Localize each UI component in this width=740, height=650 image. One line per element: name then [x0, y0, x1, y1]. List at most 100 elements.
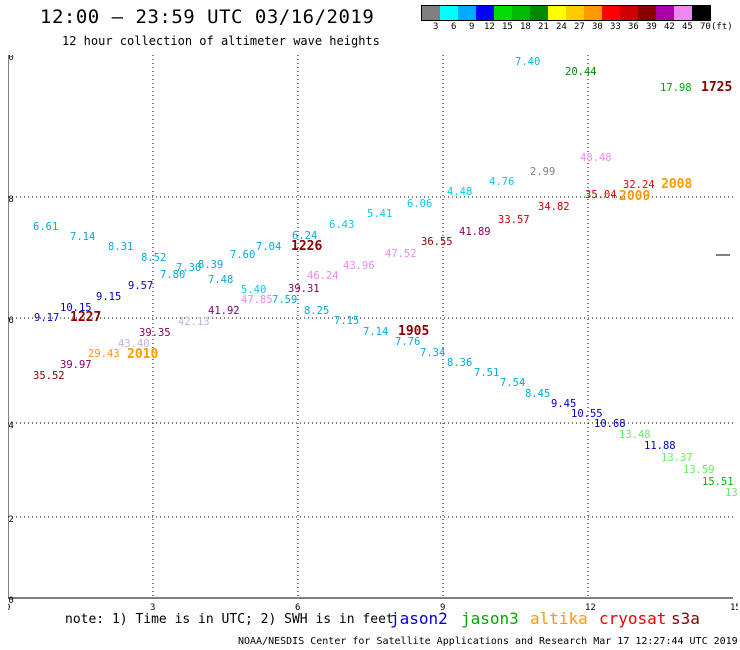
x-tick-label-15: 15	[730, 603, 738, 610]
wave-height-value: 13.59	[683, 464, 715, 476]
wave-height-value: 36.55	[421, 236, 453, 248]
orbit-time-label: 2009	[619, 189, 650, 204]
legend-label-70: 70	[700, 22, 711, 32]
wave-height-value: 41.92	[208, 305, 240, 317]
wave-height-value: 8.25	[304, 305, 329, 317]
wave-height-value: 6.43	[329, 219, 354, 231]
orbit-time-label: 1725	[701, 80, 732, 95]
legend-unit: (ft)	[711, 22, 733, 32]
wave-height-value: 39.35	[139, 327, 171, 339]
orbit-time-label: 2008	[661, 177, 692, 192]
wave-height-value: 7.60	[230, 249, 255, 261]
wave-height-value: 13.	[725, 487, 738, 499]
wave-height-value: 29.43	[88, 348, 120, 360]
wave-height-value: 39.31	[288, 283, 320, 295]
wave-height-value: 9.15	[96, 291, 121, 303]
wave-height-value: 4.76	[489, 176, 514, 188]
wave-height-value: 7.59	[272, 294, 297, 306]
x-tick-label-0: 0	[8, 603, 10, 610]
credit-line: NOAA/NESDIS Center for Satellite Applica…	[238, 636, 738, 647]
legend-label-9: 9	[469, 22, 475, 32]
wave-height-value: 7.51	[474, 367, 499, 379]
wave-height-map: 80 78 76 74 72 700 3 6 9 12 15 7.40 20.44 17.98 1725 48…	[8, 55, 738, 610]
legend-swatch-33	[602, 6, 620, 20]
wave-height-value: 47.52	[385, 248, 417, 260]
legend-swatch-9	[458, 6, 476, 20]
satellite-label-cryosat: cryosat	[599, 609, 667, 628]
satellite-label-s3a: s3a	[671, 609, 700, 628]
legend-swatch-42	[656, 6, 674, 20]
legend-swatch-45	[674, 6, 692, 20]
wave-height-value: 9.57	[128, 280, 153, 292]
wave-height-value: 7.54	[500, 377, 525, 389]
wave-height-value: 6.24	[292, 230, 317, 242]
legend-label-33: 33	[610, 22, 621, 32]
legend-label-12: 12	[484, 22, 495, 32]
x-tick-label-12: 12	[585, 603, 596, 610]
legend-swatch-3	[422, 6, 440, 20]
legend-swatch-15	[494, 6, 512, 20]
legend-swatch-6	[440, 6, 458, 20]
wave-height-value: 7.48	[208, 274, 233, 286]
wave-height-value: 4.48	[447, 186, 472, 198]
wave-height-value: 6.06	[407, 198, 432, 210]
wave-height-value: 7.80	[160, 269, 185, 281]
wave-height-value: 7.30	[176, 262, 201, 274]
wave-height-value: 5.41	[367, 208, 392, 220]
footer-note: note: 1) Time is in UTC; 2) SWH is in fe…	[65, 612, 394, 627]
legend-label-3: 3	[433, 22, 439, 32]
wave-height-value: 7.76	[395, 336, 420, 348]
wave-height-value: 9.17	[34, 312, 59, 324]
wave-height-value: 35.04	[585, 189, 617, 201]
wave-height-value: 48.48	[580, 152, 612, 164]
wave-height-value: 46.24	[307, 270, 339, 282]
legend-label-39: 39	[646, 22, 657, 32]
wave-height-value: 47.85	[241, 294, 273, 306]
wave-height-value: 35.52	[33, 370, 65, 382]
wave-height-value: 41.89	[459, 226, 491, 238]
wave-height-value: 34.82	[538, 201, 570, 213]
wave-height-value: 2.99	[530, 166, 555, 178]
wave-height-value: 7.14	[363, 326, 388, 338]
legend-label-6: 6	[451, 22, 457, 32]
wave-height-value: 8.36	[447, 357, 472, 369]
wave-height-value: 11.88	[644, 440, 676, 452]
wave-height-value: 6.61	[33, 221, 58, 233]
legend-label-24: 24	[556, 22, 567, 32]
wave-height-value: 7.34	[420, 347, 445, 359]
legend-label-15: 15	[502, 22, 513, 32]
legend-swatch-39	[638, 6, 656, 20]
wave-height-value: 10.15	[60, 302, 92, 314]
wave-height-value: 8.52	[141, 252, 166, 264]
map-subtitle: 12 hour collection of altimeter wave hei…	[62, 34, 380, 48]
orbit-time-label: 1905	[398, 324, 429, 339]
wave-height-value: 8.45	[525, 388, 550, 400]
color-legend	[421, 5, 711, 21]
y-tick-label-78: 78	[8, 195, 14, 205]
wave-height-value: 17.98	[660, 82, 692, 94]
legend-label-21: 21	[538, 22, 549, 32]
legend-swatch-12	[476, 6, 494, 20]
wave-height-value: 43.96	[343, 260, 375, 272]
wave-height-value: 42.13	[178, 316, 210, 328]
wave-height-value: 7.14	[70, 231, 95, 243]
legend-swatch-36	[620, 6, 638, 20]
satellite-label-jason3: jason3	[461, 609, 519, 628]
legend-swatch-24	[548, 6, 566, 20]
wave-height-value: 9.45	[551, 398, 576, 410]
wave-height-value: 8.31	[108, 241, 133, 253]
wave-height-value: 7.15	[334, 315, 359, 327]
wave-height-value: 39.97	[60, 359, 92, 371]
legend-label-30: 30	[592, 22, 603, 32]
satellite-label-jason2: jason2	[390, 609, 448, 628]
x-tick-label-6: 6	[295, 603, 300, 610]
legend-swatch-27	[566, 6, 584, 20]
legend-label-36: 36	[628, 22, 639, 32]
wave-height-value: 20.44	[565, 66, 597, 78]
legend-swatch-70	[692, 6, 710, 20]
y-tick-label-80: 80	[8, 55, 14, 63]
legend-label-18: 18	[520, 22, 531, 32]
y-tick-label-70: 70	[8, 596, 14, 606]
y-tick-label-72: 72	[8, 515, 14, 525]
wave-height-value: 15.51	[702, 476, 734, 488]
